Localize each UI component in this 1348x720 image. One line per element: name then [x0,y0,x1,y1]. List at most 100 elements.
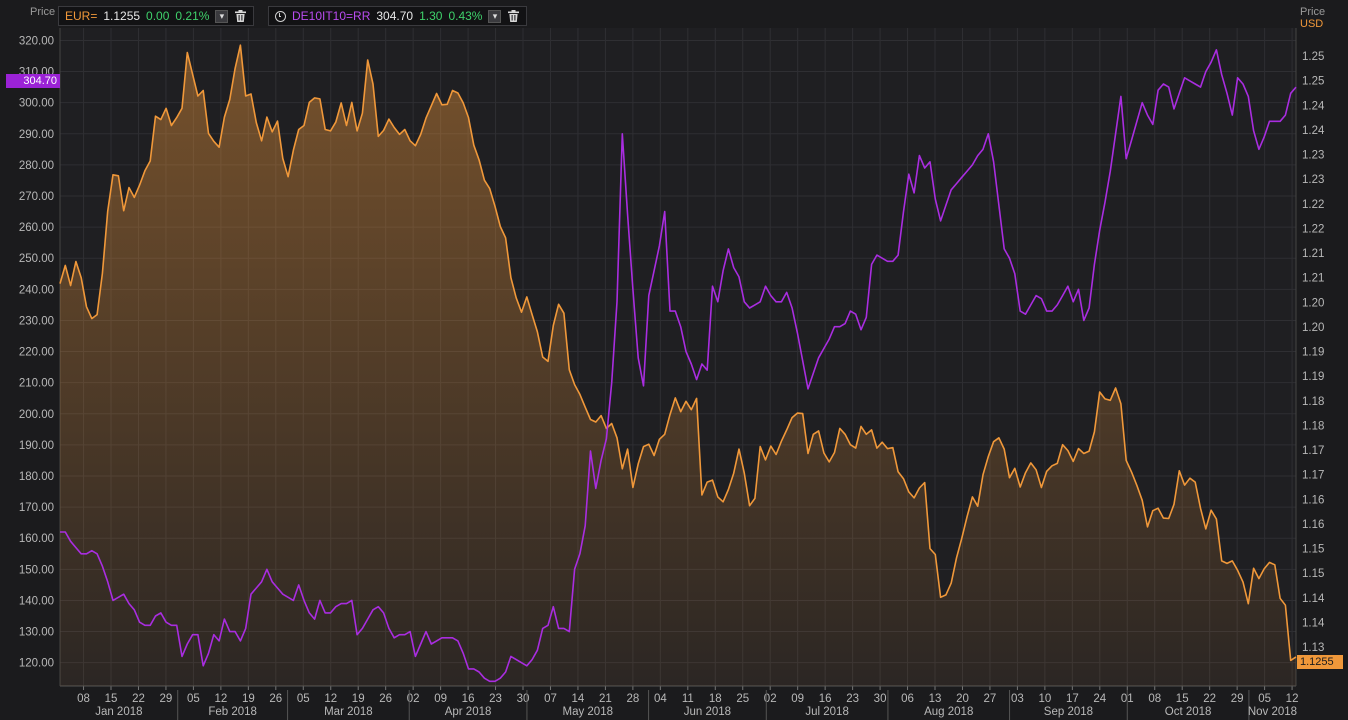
x-day-label: 21 [599,693,612,705]
left-tick-label: 240.00 [19,284,54,296]
x-day-label: 08 [1148,693,1161,705]
left-tick-label: 320.00 [19,35,54,47]
trash-icon[interactable] [507,10,520,23]
right-axis-unit: USD [1300,18,1324,30]
x-day-label: 25 [736,693,749,705]
legend-eur-value: 1.1255 [103,9,141,23]
chevron-down-icon[interactable]: ▾ [488,9,502,23]
x-day-label: 02 [764,693,777,705]
x-day-label: 05 [297,693,310,705]
series-line-eur [59,44,1297,662]
trash-icon[interactable] [234,10,247,23]
x-day-label: 17 [1066,693,1079,705]
left-tick-label: 180.00 [19,471,54,483]
right-tick-label: 1.22 [1302,223,1324,235]
legend-spread[interactable]: DE10IT10=RR 304.70 1.30 0.43% ▾ [268,6,528,26]
x-day-label: 16 [819,693,832,705]
right-tick-label: 1.18 [1302,420,1324,432]
legend-eur-ric: EUR= [65,9,98,23]
x-day-label: 03 [1011,693,1024,705]
legend-spread-ric: DE10IT10=RR [292,9,371,23]
x-month-label: Feb 2018 [208,706,257,718]
left-tick-label: 210.00 [19,378,54,390]
x-day-label: 30 [874,693,887,705]
x-day-label: 30 [517,693,530,705]
x-day-label: 08 [77,693,90,705]
x-day-label: 09 [791,693,804,705]
left-price-flag: 304.70 [6,74,60,88]
right-tick-label: 1.24 [1302,125,1325,137]
right-tick-label: 1.13 [1302,642,1324,654]
x-day-label: 16 [462,693,475,705]
chevron-down-icon[interactable]: ▾ [215,9,229,23]
x-month-label: Apr 2018 [445,706,492,718]
right-tick-label: 1.15 [1302,568,1324,580]
x-day-label: 20 [956,693,969,705]
right-tick-label: 1.21 [1302,248,1324,260]
legend-eur-change: 0.00 [146,9,170,23]
right-tick-label: 1.14 [1302,617,1325,629]
x-day-label: 29 [1231,693,1244,705]
right-tick-label: 1.25 [1302,76,1324,88]
x-month-label: Jun 2018 [684,706,731,718]
left-axis-title: Price [30,6,56,18]
left-tick-label: 200.00 [19,409,54,421]
x-day-label: 15 [105,693,118,705]
left-tick-label: 140.00 [19,595,54,607]
x-day-label: 19 [242,693,255,705]
right-tick-label: 1.15 [1302,544,1324,556]
right-tick-label: 1.20 [1302,297,1324,309]
left-tick-label: 150.00 [19,564,54,576]
x-day-label: 05 [187,693,200,705]
right-tick-label: 1.14 [1302,593,1325,605]
left-tick-label: 250.00 [19,253,54,265]
x-day-label: 12 [1286,693,1299,705]
right-tick-label: 1.23 [1302,174,1324,186]
legend-eur[interactable]: EUR= 1.1255 0.00 0.21% ▾ [58,6,255,26]
left-tick-label: 120.00 [19,658,54,670]
x-month-label: Jul 2018 [805,706,848,718]
left-tick-label: 130.00 [19,627,54,639]
left-tick-label: 230.00 [19,315,54,327]
x-day-label: 12 [214,693,227,705]
x-day-label: 13 [929,693,942,705]
left-tick-label: 270.00 [19,191,54,203]
x-month-label: May 2018 [562,706,613,718]
x-day-label: 04 [654,693,667,705]
legend-eur-pct: 0.21% [175,9,210,23]
x-day-label: 24 [1093,693,1106,705]
x-day-label: 26 [379,693,392,705]
left-tick-label: 160.00 [19,533,54,545]
x-month-label: Jan 2018 [95,706,142,718]
right-tick-label: 1.18 [1302,396,1324,408]
x-day-label: 06 [901,693,914,705]
left-tick-label: 170.00 [19,502,54,514]
series-area-eur [60,45,1296,686]
x-day-label: 27 [984,693,997,705]
x-day-label: 26 [269,693,282,705]
x-day-label: 18 [709,693,722,705]
right-tick-label: 1.25 [1302,51,1324,63]
right-tick-label: 1.16 [1302,494,1324,506]
legend-spread-change: 1.30 [419,9,443,23]
left-tick-label: 290.00 [19,129,54,141]
x-day-label: 10 [1038,693,1051,705]
right-tick-label: 1.23 [1302,150,1324,162]
x-day-label: 12 [324,693,337,705]
x-day-label: 02 [407,693,420,705]
left-tick-label: 220.00 [19,347,54,359]
legend-spread-pct: 0.43% [448,9,483,23]
left-tick-label: 190.00 [19,440,54,452]
right-tick-label: 1.21 [1302,273,1324,285]
x-month-label: Mar 2018 [324,706,373,718]
right-tick-label: 1.17 [1302,445,1324,457]
right-price-flag: 1.1255 [1297,655,1343,669]
x-day-label: 05 [1258,693,1271,705]
right-tick-label: 1.24 [1302,100,1325,112]
series-line-spread [60,49,1297,683]
x-day-label: 23 [846,693,859,705]
right-axis-title: Price [1300,6,1326,18]
x-day-label: 09 [434,693,447,705]
